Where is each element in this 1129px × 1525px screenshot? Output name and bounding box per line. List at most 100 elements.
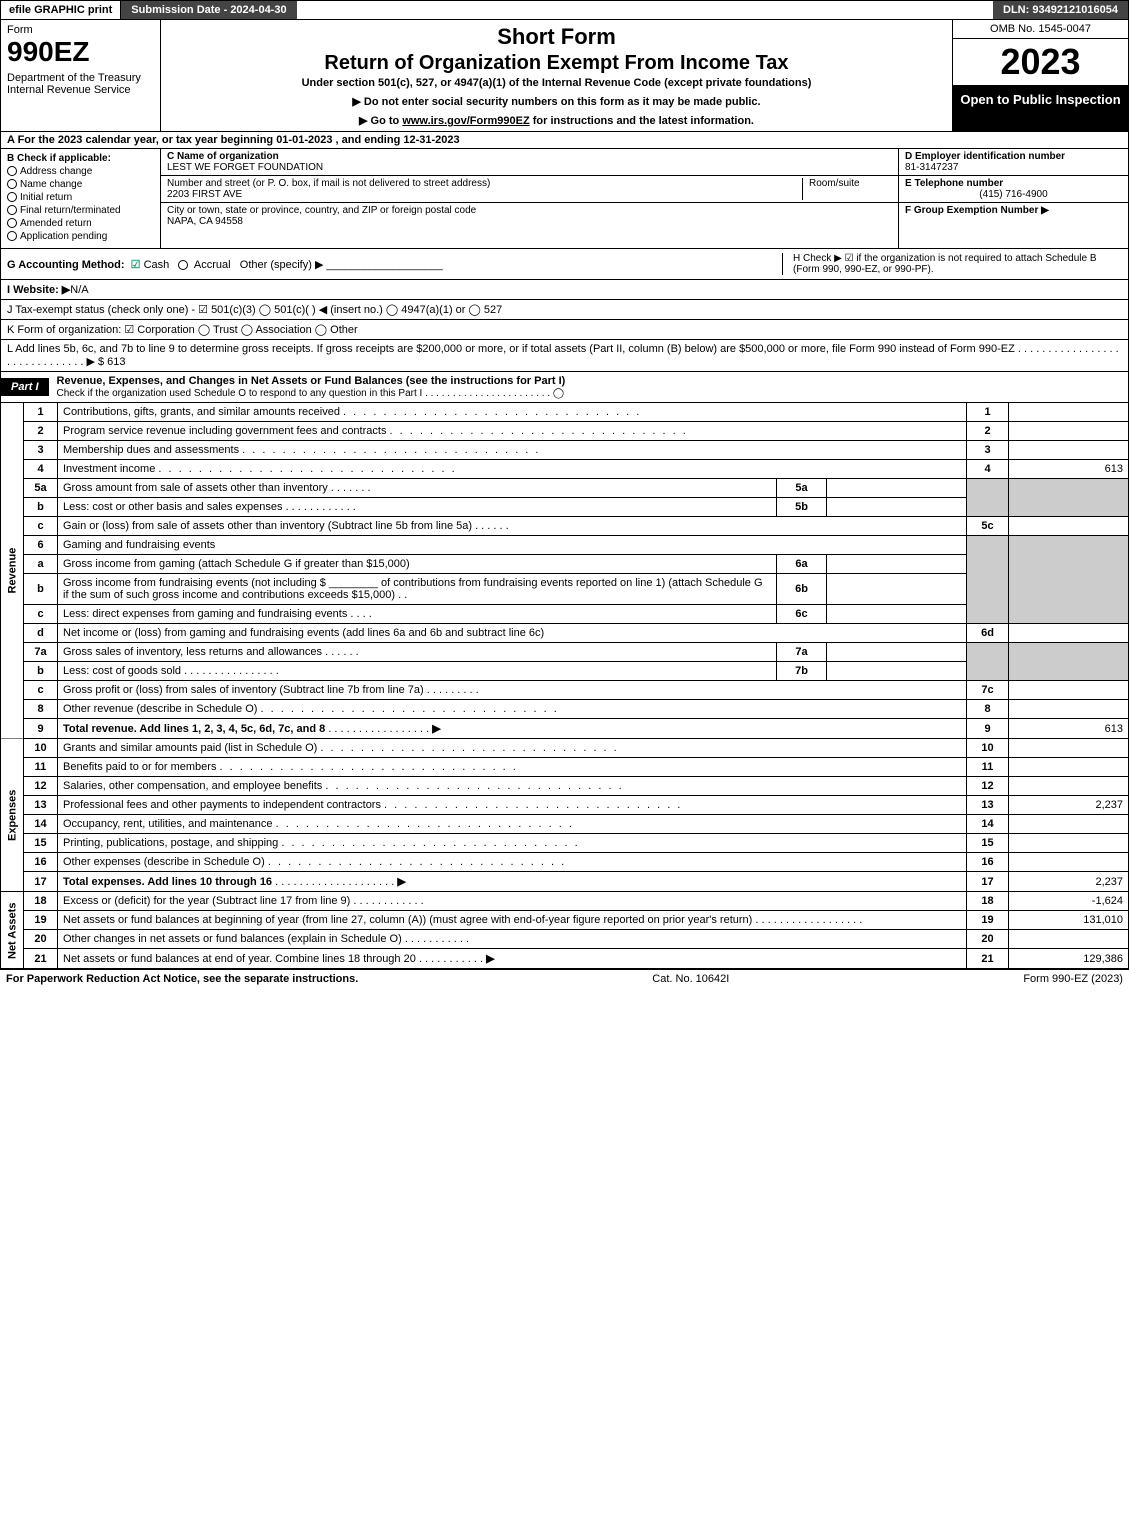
omb-number: OMB No. 1545-0047 [953, 20, 1128, 39]
website-value: N/A [70, 284, 88, 296]
line-3: Membership dues and assessments [63, 444, 239, 456]
part-i-check-note: Check if the organization used Schedule … [57, 388, 565, 399]
open-to-public: Open to Public Inspection [953, 86, 1128, 131]
line-6b-1: Gross income from fundraising events (no… [63, 577, 326, 589]
group-exemption-label: F Group Exemption Number ▶ [905, 205, 1049, 216]
header-left: Form 990EZ Department of the Treasury In… [1, 20, 161, 131]
note-goto-pre: ▶ Go to [359, 115, 402, 127]
form-number: 990EZ [7, 36, 154, 68]
org-name: LEST WE FORGET FOUNDATION [167, 162, 323, 173]
footer-left: For Paperwork Reduction Act Notice, see … [6, 973, 358, 985]
line-16: Other expenses (describe in Schedule O) [63, 856, 265, 868]
line-7c: Gross profit or (loss) from sales of inv… [63, 684, 424, 696]
line-4: Investment income [63, 463, 155, 475]
chk-final-return[interactable]: Final return/terminated [7, 205, 154, 216]
part-i-label: Part I [1, 378, 49, 396]
note-ssn: ▶ Do not enter social security numbers o… [169, 95, 944, 108]
line-21: Net assets or fund balances at end of ye… [63, 953, 416, 965]
val-18: -1,624 [1009, 892, 1129, 911]
tel-value: (415) 716-4900 [905, 189, 1122, 200]
side-expenses: Expenses [1, 739, 24, 892]
line-5c: Gain or (loss) from sale of assets other… [63, 520, 472, 532]
page-footer: For Paperwork Reduction Act Notice, see … [0, 969, 1129, 988]
c-room-label: Room/suite [809, 178, 860, 189]
accounting-method: G Accounting Method: ☑ Cash Accrual Othe… [7, 258, 443, 271]
row-h-schedule-b: H Check ▶ ☑ if the organization is not r… [782, 253, 1122, 275]
title-short-form: Short Form [169, 24, 944, 50]
line-2: Program service revenue including govern… [63, 425, 386, 437]
form-label: Form [7, 24, 154, 36]
part-i-header: Part I Revenue, Expenses, and Changes in… [0, 372, 1129, 403]
chk-address-change[interactable]: Address change [7, 166, 154, 177]
title-return: Return of Organization Exempt From Incom… [169, 52, 944, 75]
part-i-title: Revenue, Expenses, and Changes in Net As… [49, 372, 1128, 402]
efile-print-button[interactable]: efile GRAPHIC print [1, 1, 121, 19]
dln: DLN: 93492121016054 [993, 1, 1128, 19]
line-7b: Less: cost of goods sold [63, 665, 181, 677]
val-21: 129,386 [1009, 949, 1129, 969]
line-18: Excess or (deficit) for the year (Subtra… [63, 895, 350, 907]
accrual-checkbox[interactable] [178, 260, 188, 270]
chk-name-change[interactable]: Name change [7, 179, 154, 190]
line-20: Other changes in net assets or fund bala… [63, 933, 402, 945]
line-6a: Gross income from gaming (attach Schedul… [63, 558, 410, 570]
header-right: OMB No. 1545-0047 2023 Open to Public In… [953, 20, 1128, 131]
ein-value: 81-3147237 [905, 162, 958, 173]
val-9: 613 [1009, 719, 1129, 739]
org-street: 2203 FIRST AVE [167, 189, 242, 200]
subtitle-section: Under section 501(c), 527, or 4947(a)(1)… [169, 77, 944, 89]
line-15: Printing, publications, postage, and shi… [63, 837, 278, 849]
row-j-tax-exempt: J Tax-exempt status (check only one) - ☑… [0, 300, 1129, 320]
row-a-tax-year: A For the 2023 calendar year, or tax yea… [0, 132, 1129, 149]
line-17: Total expenses. Add lines 10 through 16 [63, 876, 272, 888]
val-13: 2,237 [1009, 796, 1129, 815]
line-9: Total revenue. Add lines 1, 2, 3, 4, 5c,… [63, 723, 325, 735]
row-k-form-org: K Form of organization: ☑ Corporation ◯ … [0, 320, 1129, 340]
line-6d: Net income or (loss) from gaming and fun… [63, 627, 544, 639]
col-b-title: B Check if applicable: [7, 153, 154, 164]
footer-catno: Cat. No. 10642I [652, 973, 729, 985]
c-street-label: Number and street (or P. O. box, if mail… [167, 178, 490, 189]
line-1: Contributions, gifts, grants, and simila… [63, 406, 340, 418]
ein-label: D Employer identification number [905, 151, 1065, 162]
row-l-gross-receipts: L Add lines 5b, 6c, and 7b to line 9 to … [0, 340, 1129, 372]
row-gh: G Accounting Method: ☑ Cash Accrual Othe… [0, 249, 1129, 280]
val-17: 2,237 [1009, 872, 1129, 892]
note-goto-post: for instructions and the latest informat… [530, 115, 754, 127]
line-10: Grants and similar amounts paid (list in… [63, 742, 317, 754]
dept-treasury: Department of the Treasury Internal Reve… [7, 72, 154, 96]
line-12: Salaries, other compensation, and employ… [63, 780, 322, 792]
chk-initial-return[interactable]: Initial return [7, 192, 154, 203]
line-19: Net assets or fund balances at beginning… [63, 914, 752, 926]
val-1 [1009, 403, 1129, 422]
submission-date: Submission Date - 2024-04-30 [121, 1, 296, 19]
row-a-text: A For the 2023 calendar year, or tax yea… [7, 134, 460, 146]
tax-year: 2023 [953, 39, 1128, 86]
line-14: Occupancy, rent, utilities, and maintena… [63, 818, 273, 830]
topbar: efile GRAPHIC print Submission Date - 20… [0, 0, 1129, 20]
section-bcd: B Check if applicable: Address change Na… [0, 149, 1129, 249]
chk-application-pending[interactable]: Application pending [7, 231, 154, 242]
side-net-assets: Net Assets [1, 892, 24, 969]
tel-label: E Telephone number [905, 178, 1003, 189]
irs-link[interactable]: www.irs.gov/Form990EZ [402, 115, 529, 127]
c-name-label: C Name of organization [167, 151, 279, 162]
line-5b: Less: cost or other basis and sales expe… [63, 501, 283, 513]
line-6c: Less: direct expenses from gaming and fu… [63, 608, 347, 620]
line-11: Benefits paid to or for members [63, 761, 216, 773]
header-mid: Short Form Return of Organization Exempt… [161, 20, 953, 131]
col-d-info: D Employer identification number 81-3147… [898, 149, 1128, 248]
note-goto: ▶ Go to www.irs.gov/Form990EZ for instru… [169, 114, 944, 127]
val-4: 613 [1009, 460, 1129, 479]
check-icon: ☑ [131, 259, 141, 271]
line-6: Gaming and fundraising events [58, 536, 967, 555]
chk-amended-return[interactable]: Amended return [7, 218, 154, 229]
c-city-label: City or town, state or province, country… [167, 205, 476, 216]
line-8: Other revenue (describe in Schedule O) [63, 703, 257, 715]
col-b-checkboxes: B Check if applicable: Address change Na… [1, 149, 161, 248]
side-revenue: Revenue [1, 403, 24, 739]
line-7a: Gross sales of inventory, less returns a… [63, 646, 322, 658]
col-c-org: C Name of organization LEST WE FORGET FO… [161, 149, 898, 248]
form-header: Form 990EZ Department of the Treasury In… [0, 20, 1129, 132]
val-19: 131,010 [1009, 911, 1129, 930]
